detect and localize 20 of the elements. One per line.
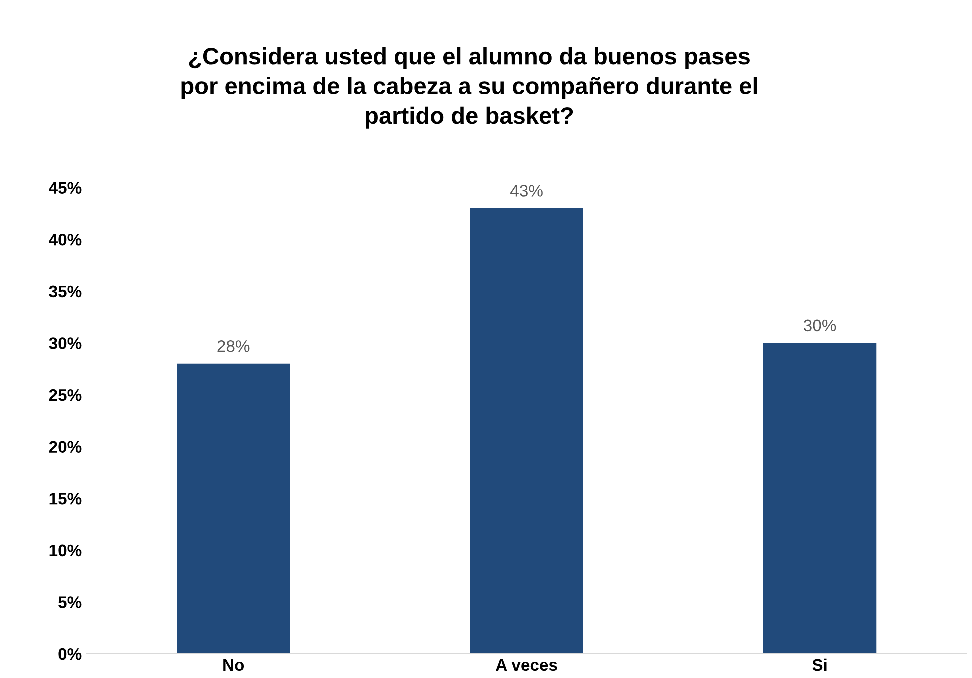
y-tick-label: 40% — [49, 234, 82, 246]
chart-title: ¿Considera usted que el alumno da buenos pases por encima de la cabeza a su compañero durante el partido de basket? — [182, 47, 758, 129]
bar — [470, 208, 584, 654]
y-tick-label: 0% — [58, 648, 82, 660]
bar — [763, 343, 877, 654]
y-tick-label: 30% — [49, 338, 82, 350]
x-tick-label: A veces — [496, 659, 558, 672]
y-tick-label: 20% — [49, 441, 82, 454]
x-tick-label: No — [224, 659, 244, 672]
bar — [177, 364, 290, 654]
y-tick-label: 25% — [49, 389, 82, 402]
y-tick-label: 5% — [58, 596, 82, 608]
data-label: 28% — [218, 340, 250, 352]
data-label: 30% — [804, 320, 836, 332]
y-tick-label: 45% — [49, 182, 82, 194]
x-tick-label: Si — [812, 658, 827, 672]
y-tick-label: 15% — [50, 493, 82, 505]
data-label: 43% — [510, 185, 543, 197]
y-tick-label: 35% — [49, 286, 82, 298]
y-tick-label: 10% — [50, 544, 82, 557]
